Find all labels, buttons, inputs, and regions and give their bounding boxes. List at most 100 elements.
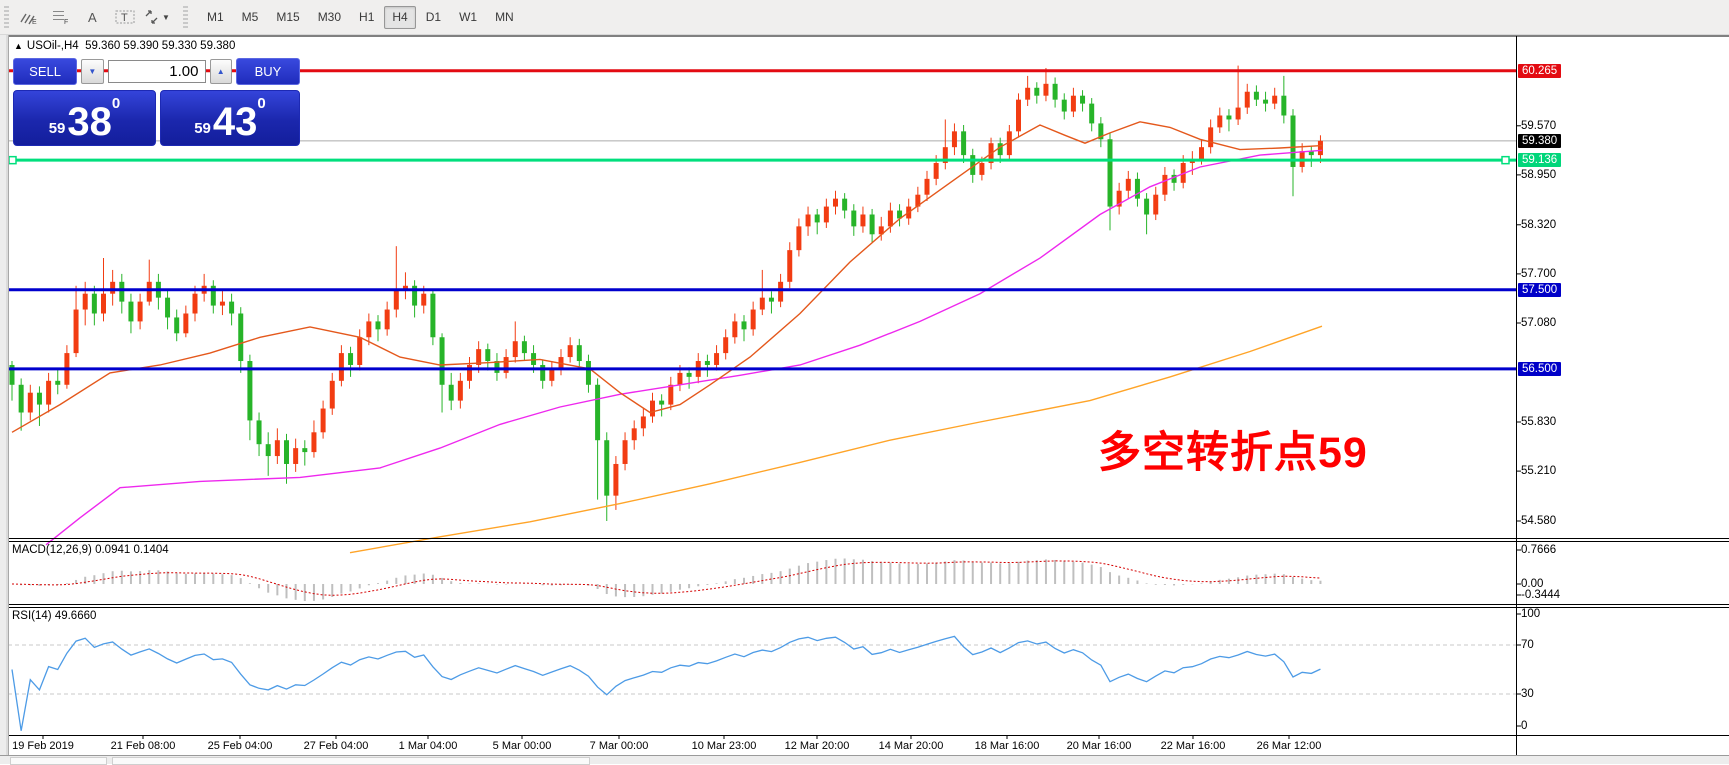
candle-body — [46, 380, 52, 405]
candle-body — [238, 313, 244, 362]
candle-body — [192, 293, 198, 314]
candle-body — [787, 250, 793, 282]
candle-body — [274, 440, 280, 457]
candle-body — [1281, 95, 1287, 116]
candle-body — [1034, 87, 1040, 96]
volume-decrease-button[interactable]: ▼ — [81, 59, 104, 84]
volume-input[interactable] — [107, 60, 206, 83]
rsi-axis-label: 30 — [1521, 688, 1534, 700]
candle-body — [1134, 178, 1140, 199]
candle-body — [1006, 131, 1012, 156]
buy-price-tile[interactable]: 59 43 0 — [159, 90, 300, 146]
candle-body — [814, 214, 820, 223]
candle-body — [924, 178, 930, 195]
timeframe-button-D1[interactable]: D1 — [425, 9, 442, 24]
timeframe-button-MN[interactable]: MN — [495, 9, 514, 24]
candle-body — [393, 289, 399, 310]
volume-increase-button[interactable]: ▲ — [209, 59, 232, 84]
candle-body — [723, 337, 729, 354]
candle-body — [1235, 107, 1241, 120]
line-handle[interactable] — [1501, 155, 1510, 165]
textbox-icon[interactable]: T — [110, 3, 140, 31]
indicators-icon[interactable]: E — [14, 3, 44, 31]
price-axis-label: 58.950 — [1521, 168, 1557, 181]
toolbar: E F A T ▼ M1 M5 M15 M30 H1 H4 D1 W1 MN — [0, 0, 1729, 35]
toolbar-grip[interactable] — [4, 6, 9, 28]
candle-body — [778, 281, 784, 302]
svg-text:T: T — [121, 12, 128, 24]
candle-body — [604, 440, 610, 496]
slow-ma-orange — [349, 325, 1323, 554]
rsi-line — [11, 635, 1321, 731]
candle-body — [1317, 140, 1323, 156]
candle-body — [1217, 115, 1223, 128]
candle-body — [759, 297, 765, 310]
candle-body — [961, 131, 967, 156]
timeframe-button-H1[interactable]: H1 — [359, 9, 375, 24]
candle-body — [997, 143, 1003, 156]
price-axis-label: 56.500 — [1518, 361, 1562, 376]
price-axis-label: 54.580 — [1521, 515, 1557, 527]
candle-body — [1272, 95, 1278, 104]
candle-body — [659, 400, 665, 405]
line-handle[interactable] — [8, 155, 17, 165]
candle-body — [82, 293, 88, 310]
candle-body — [613, 463, 619, 496]
date-axis-label: 7 Mar 00:00 — [589, 740, 649, 752]
text-annotation-icon[interactable]: A — [78, 3, 108, 31]
macd-axis-label: -0.3444 — [1521, 589, 1561, 601]
timeframe-button-M30[interactable]: M30 — [317, 9, 342, 24]
candle-body — [18, 384, 24, 413]
candle-body — [878, 226, 884, 235]
candle-body — [622, 440, 628, 464]
buy-button[interactable]: BUY — [235, 58, 300, 85]
bottom-scrollbar[interactable] — [112, 757, 590, 765]
cursor-mode-icon[interactable]: ▼ — [142, 3, 172, 31]
candle-body — [567, 345, 573, 358]
timeframe-button-M5[interactable]: M5 — [241, 9, 259, 24]
buy-price-big: 43 — [212, 100, 258, 144]
candle-body — [338, 353, 344, 381]
candle-body — [1089, 103, 1095, 124]
collapse-triangle-icon[interactable]: ▲ — [14, 41, 23, 51]
grid-icon[interactable]: F — [46, 3, 76, 31]
candle-body — [851, 210, 857, 227]
timeframe-button-M1[interactable]: M1 — [207, 9, 224, 24]
bottom-tab[interactable] — [10, 757, 107, 765]
candle-body — [1052, 83, 1058, 100]
candle-body — [311, 432, 317, 453]
timeframe-button-H4[interactable]: H4 — [384, 5, 416, 29]
price-axis-label: 55.830 — [1521, 416, 1557, 428]
candle-body — [823, 206, 829, 223]
svg-text:F: F — [64, 19, 68, 25]
svg-text:E: E — [32, 19, 37, 25]
toolbar-grip[interactable] — [183, 6, 188, 28]
candle-body — [842, 198, 848, 211]
fast-ma-red — [11, 121, 1323, 433]
sell-price-tile[interactable]: 59 38 0 — [13, 90, 156, 146]
candle-body — [91, 293, 97, 314]
sell-button[interactable]: SELL — [13, 58, 78, 85]
date-axis-label: 20 Mar 16:00 — [1066, 740, 1132, 752]
candle-body — [284, 440, 289, 464]
candle-body — [256, 420, 262, 445]
candle-body — [576, 345, 582, 362]
chevron-down-icon: ▼ — [162, 12, 170, 22]
candle-body — [741, 321, 747, 330]
candle-body — [1244, 91, 1250, 108]
rsi-axis-label: 100 — [1521, 608, 1541, 620]
candle-body — [320, 408, 326, 433]
candle-body — [329, 380, 335, 409]
candle-body — [970, 155, 976, 175]
candle-body — [805, 214, 811, 227]
candle-body — [165, 297, 171, 318]
timeframe-button-M15[interactable]: M15 — [276, 9, 300, 24]
candle-body — [1199, 147, 1204, 160]
timeframe-button-W1[interactable]: W1 — [459, 9, 478, 24]
sell-price-small: 59 — [48, 120, 66, 137]
candle-body — [860, 214, 866, 227]
candle-body — [1153, 194, 1159, 215]
candle-body — [430, 293, 436, 338]
price-axis-label: 57.080 — [1521, 317, 1557, 329]
